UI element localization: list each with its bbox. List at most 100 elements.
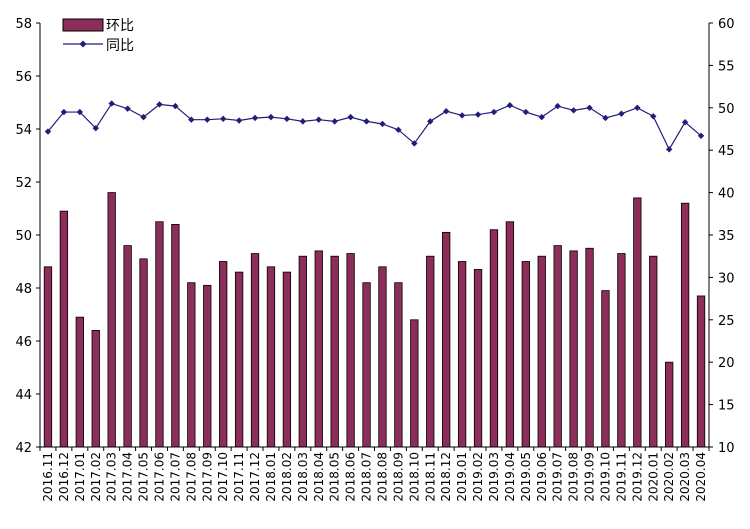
x-tick-label: 2018.08: [375, 452, 389, 502]
y-right-tick-label: 30: [718, 271, 735, 286]
bar: [617, 253, 626, 448]
x-tick-label: 2017.04: [121, 452, 135, 502]
bar: [537, 255, 546, 448]
x-tick-label: 2018.09: [391, 452, 405, 502]
line-point: [235, 117, 243, 124]
y-right-tick-label: 25: [718, 314, 735, 329]
bar: [282, 271, 292, 448]
line-point: [251, 114, 259, 122]
line-point: [172, 102, 179, 110]
x-tick-label: 2019.11: [614, 452, 628, 502]
y-left-tick-label: 50: [15, 229, 32, 244]
legend-bar-swatch: [62, 18, 104, 32]
line-point: [395, 126, 402, 134]
bar: [553, 245, 562, 448]
bar: [187, 282, 196, 448]
x-tick-label: 2018.01: [264, 452, 278, 502]
line-point: [219, 115, 227, 123]
bar: [219, 261, 228, 448]
y-left-tick-label: 46: [15, 335, 32, 350]
y-left-tick-label: 52: [15, 176, 32, 191]
bar: [601, 290, 610, 448]
y-left-tick-label: 44: [15, 388, 32, 403]
bar: [378, 266, 387, 448]
bar: [505, 221, 515, 448]
x-tick-label: 2018.02: [280, 452, 294, 502]
line-point: [379, 120, 386, 128]
bar: [43, 266, 53, 448]
line-point: [665, 146, 673, 153]
y-left-tick-label: 58: [15, 17, 32, 32]
y-left-tick-label: 56: [15, 70, 32, 85]
x-tick-label: 2020.01: [646, 452, 660, 502]
x-tick-label: 2019.03: [487, 452, 501, 502]
bar: [203, 284, 212, 448]
line-point: [347, 113, 354, 121]
bar: [457, 261, 467, 448]
line-point: [92, 124, 99, 132]
line-point: [634, 104, 641, 111]
x-tick-label: 2019.01: [455, 452, 469, 502]
x-tick-label: 2018.07: [360, 452, 374, 502]
line-point: [315, 116, 322, 123]
legend: 环比 同比: [62, 18, 134, 54]
x-tick-label: 2018.03: [296, 452, 310, 502]
y-right-tick-label: 35: [718, 229, 735, 244]
x-tick-label: 2017.06: [152, 452, 166, 502]
y-right-tick-label: 55: [718, 59, 735, 74]
bar: [330, 255, 339, 448]
line-point: [283, 115, 291, 123]
y-right-tick-label: 10: [718, 441, 735, 456]
bar: [442, 231, 451, 448]
x-tick-label: 2017.12: [248, 452, 262, 502]
line-point: [267, 113, 275, 121]
y-right-tick-label: 40: [718, 187, 735, 202]
line-point: [586, 104, 593, 111]
x-tick-label: 2020.03: [678, 452, 692, 502]
x-tick-label: 2018.12: [439, 452, 453, 502]
x-tick-label: 2018.05: [328, 452, 342, 502]
x-tick-label: 2019.12: [630, 452, 644, 502]
legend-line-marker: [79, 40, 87, 48]
bar: [75, 316, 84, 448]
bar: [298, 255, 307, 448]
x-tick-label: 2017.02: [89, 452, 103, 502]
line-point: [427, 118, 434, 125]
line-point: [188, 116, 195, 123]
bar: [139, 258, 148, 448]
line-point: [474, 111, 482, 118]
line-point: [490, 108, 498, 116]
x-tick-label: 2017.10: [216, 452, 230, 502]
bar: [489, 229, 499, 448]
axes: 42 44 46 48 50 52 54 56 58 10 15 20 25 30 35 40 45 50 55 60: [15, 17, 734, 456]
x-tick-label: 2019.06: [535, 452, 549, 502]
x-tick-label: 2016.12: [57, 452, 71, 502]
bar: [155, 221, 164, 448]
x-tick-label: 2017.08: [184, 452, 198, 502]
line-point: [299, 118, 307, 125]
bar: [680, 202, 690, 448]
y-right-tick-label: 50: [718, 102, 735, 117]
bar: [171, 223, 180, 448]
legend-bar-label: 环比: [106, 18, 134, 34]
x-tick-label: 2018.10: [407, 452, 421, 502]
y-left-tick-label: 42: [15, 441, 32, 456]
bar: [266, 266, 276, 448]
bar: [696, 295, 706, 448]
x-tick-label: 2016.11: [41, 452, 55, 502]
y-left-tick-label: 54: [15, 123, 32, 138]
bar: [410, 319, 419, 448]
x-tick-label: 2017.03: [105, 452, 119, 502]
bar: [473, 269, 483, 448]
bar: [234, 271, 244, 448]
x-tick-label: 2018.11: [423, 452, 437, 502]
bar: [394, 282, 403, 448]
line-point: [331, 118, 338, 125]
y-right-tick-label: 15: [718, 399, 735, 414]
line-point: [522, 108, 530, 116]
line-point: [618, 110, 625, 117]
line-path: [47, 102, 702, 151]
line-point: [554, 102, 561, 110]
x-tick-label: 2017.07: [168, 452, 182, 502]
